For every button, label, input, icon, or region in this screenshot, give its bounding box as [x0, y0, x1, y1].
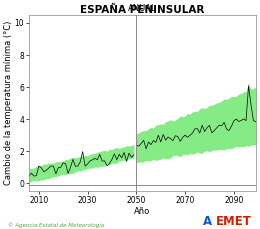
X-axis label: Año: Año — [134, 207, 151, 216]
Title: ESPAÑA PENINSULAR: ESPAÑA PENINSULAR — [80, 5, 205, 15]
Y-axis label: Cambio de la temperatura mínima (°C): Cambio de la temperatura mínima (°C) — [4, 21, 13, 185]
Text: A: A — [203, 215, 212, 228]
Text: EMET: EMET — [216, 215, 252, 228]
Text: ANUAL: ANUAL — [128, 4, 157, 13]
Text: © Agencia Estatal de Meteorología: © Agencia Estatal de Meteorología — [8, 222, 104, 228]
